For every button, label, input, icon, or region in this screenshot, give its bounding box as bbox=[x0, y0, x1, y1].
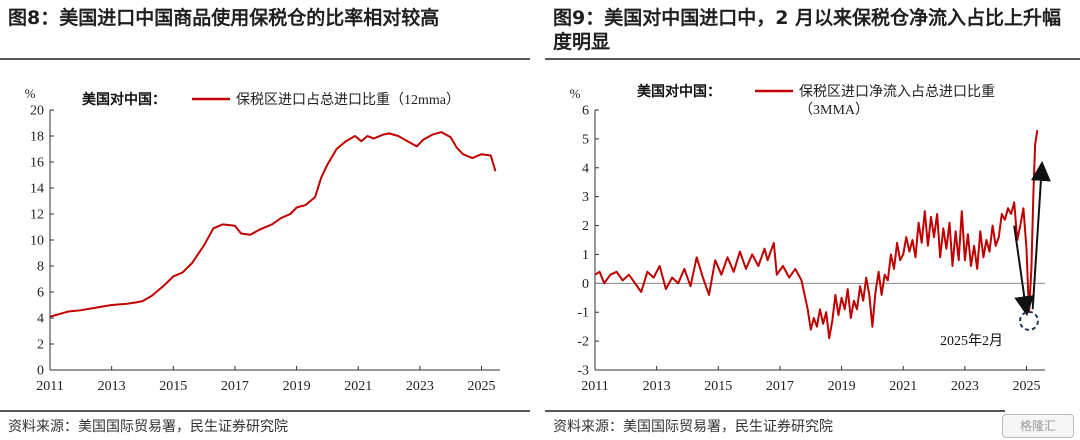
x-tick-label: 2011 bbox=[36, 379, 63, 394]
source-rule bbox=[545, 410, 1005, 412]
x-tick-label: 2023 bbox=[406, 379, 434, 394]
x-tick-label: 2015 bbox=[704, 379, 732, 394]
source-note: 资料来源：美国国际贸易署，民生证券研究院 bbox=[553, 419, 833, 435]
source-note: 资料来源：美国国际贸易署，民生证券研究院 bbox=[8, 419, 288, 435]
x-tick-label: 2025 bbox=[468, 379, 496, 394]
left-chart-panel: 图8：美国进口中国商品使用保税仓的比率相对较高 0 2 4 6 8 10 12 14 16 18 2… bbox=[0, 0, 530, 440]
y-tick-label: -1 bbox=[577, 306, 589, 321]
x-tick-label: 2013 bbox=[643, 379, 671, 394]
y-tick-label: -3 bbox=[577, 364, 589, 379]
series-line bbox=[49, 131, 497, 318]
chart-title: 图9：美国对中国进口中，2 月以来保税仓净流入占比上升幅度明显 bbox=[553, 7, 1062, 53]
title-rule bbox=[0, 58, 530, 60]
right-chart: -3 -2 -1 0 1 2 3 4 5 6 2011 2013 2015 2017 2019 2021 202… bbox=[570, 83, 1051, 394]
y-tick-label: 4 bbox=[582, 161, 589, 176]
y-tick-label: 4 bbox=[37, 312, 44, 327]
y-tick-label: 20 bbox=[30, 104, 44, 119]
y-tick-label: 2 bbox=[582, 219, 589, 234]
y-tick-label: -2 bbox=[577, 335, 589, 350]
y-tick-label: 12 bbox=[30, 208, 44, 223]
y-tick-label: 3 bbox=[582, 190, 589, 205]
y-tick-label: 18 bbox=[30, 130, 44, 145]
x-tick-label: 2021 bbox=[344, 379, 372, 394]
x-tick-label: 2015 bbox=[159, 379, 187, 394]
x-tick-label: 2019 bbox=[828, 379, 856, 394]
series-line bbox=[594, 130, 1039, 340]
x-tick-label: 2025 bbox=[1013, 379, 1041, 394]
x-tick-label: 2017 bbox=[221, 379, 249, 394]
annotation-label: 2025年2月 bbox=[940, 333, 1003, 349]
x-tick-label: 2013 bbox=[98, 379, 126, 394]
title-rule bbox=[545, 58, 1080, 60]
annotation-arrow bbox=[1030, 160, 1051, 310]
legend-label-line2: （3MMA） bbox=[799, 102, 869, 118]
legend-prefix: 美国对中国： bbox=[637, 83, 721, 100]
x-tick-label: 2011 bbox=[581, 379, 608, 394]
y-unit-label: % bbox=[570, 86, 581, 101]
y-tick-label: 10 bbox=[30, 234, 44, 249]
left-chart: 0 2 4 6 8 10 12 14 16 18 20 2011 2013 2015 2017 2019 202… bbox=[25, 86, 500, 394]
legend-label: 保税区进口净流入占总进口比重 bbox=[799, 84, 995, 100]
y-tick-label: 8 bbox=[37, 260, 44, 275]
right-chart-panel: 图9：美国对中国进口中，2 月以来保税仓净流入占比上升幅度明显 -3 -2 -1 0 1… bbox=[545, 0, 1080, 440]
source-rule bbox=[0, 410, 530, 412]
y-tick-label: 0 bbox=[582, 277, 589, 292]
y-tick-label: 6 bbox=[582, 104, 589, 119]
y-tick-label: 2 bbox=[37, 338, 44, 353]
x-tick-label: 2019 bbox=[283, 379, 311, 394]
chart-title: 图8：美国进口中国商品使用保税仓的比率相对较高 bbox=[8, 7, 440, 29]
x-tick-label: 2021 bbox=[889, 379, 917, 394]
y-tick-label: 6 bbox=[37, 286, 44, 301]
y-unit-label: % bbox=[25, 86, 36, 101]
y-tick-label: 14 bbox=[30, 182, 44, 197]
x-tick-label: 2023 bbox=[951, 379, 979, 394]
y-tick-label: 16 bbox=[30, 156, 44, 171]
legend-label: 保税区进口占总进口比重（12mma） bbox=[236, 92, 460, 108]
y-tick-label: 0 bbox=[37, 364, 44, 379]
legend-prefix: 美国对中国： bbox=[82, 91, 166, 108]
watermark-logo: 格隆汇 bbox=[1002, 414, 1074, 438]
annotation-circle bbox=[1018, 310, 1039, 331]
x-tick-label: 2017 bbox=[766, 379, 794, 394]
y-tick-label: 1 bbox=[582, 248, 589, 263]
y-tick-label: 5 bbox=[582, 132, 589, 147]
annotation-arrow bbox=[1013, 225, 1035, 317]
